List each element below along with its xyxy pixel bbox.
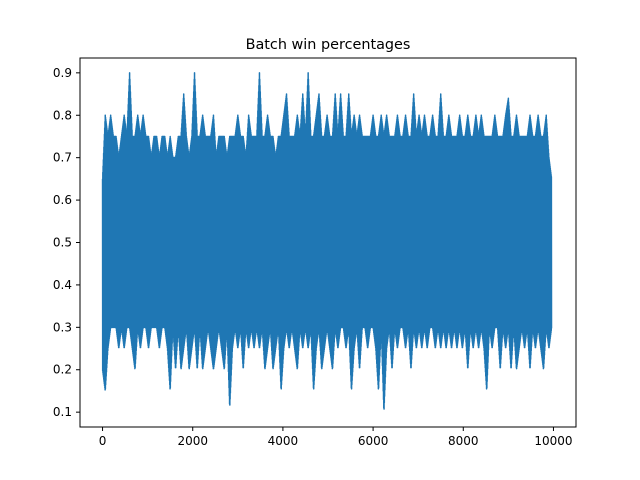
y-tick-label: 0.1 [53,405,72,419]
x-axis: 0 2000 4000 6000 8000 10000 [99,427,573,448]
chart-title: Batch win percentages [246,37,411,53]
plot-series [101,72,553,410]
x-tick-label: 4000 [268,434,299,448]
x-tick-label: 10000 [534,434,572,448]
x-tick-label: 0 [99,434,107,448]
y-tick-label: 0.3 [53,320,72,334]
y-tick-label: 0.4 [53,278,72,292]
x-tick-label: 8000 [448,434,479,448]
x-tick-label: 2000 [177,434,208,448]
y-tick-label: 0.7 [53,151,72,165]
y-tick-label: 0.5 [53,236,72,250]
y-tick-label: 0.2 [53,363,72,377]
y-tick-label: 0.8 [53,108,72,122]
y-tick-label: 0.9 [53,66,72,80]
x-tick-label: 6000 [358,434,389,448]
y-axis: 0.1 0.2 0.3 0.4 0.5 0.6 0.7 0.8 0.9 [53,66,80,419]
series-line-0 [101,72,553,410]
y-tick-label: 0.6 [53,193,72,207]
